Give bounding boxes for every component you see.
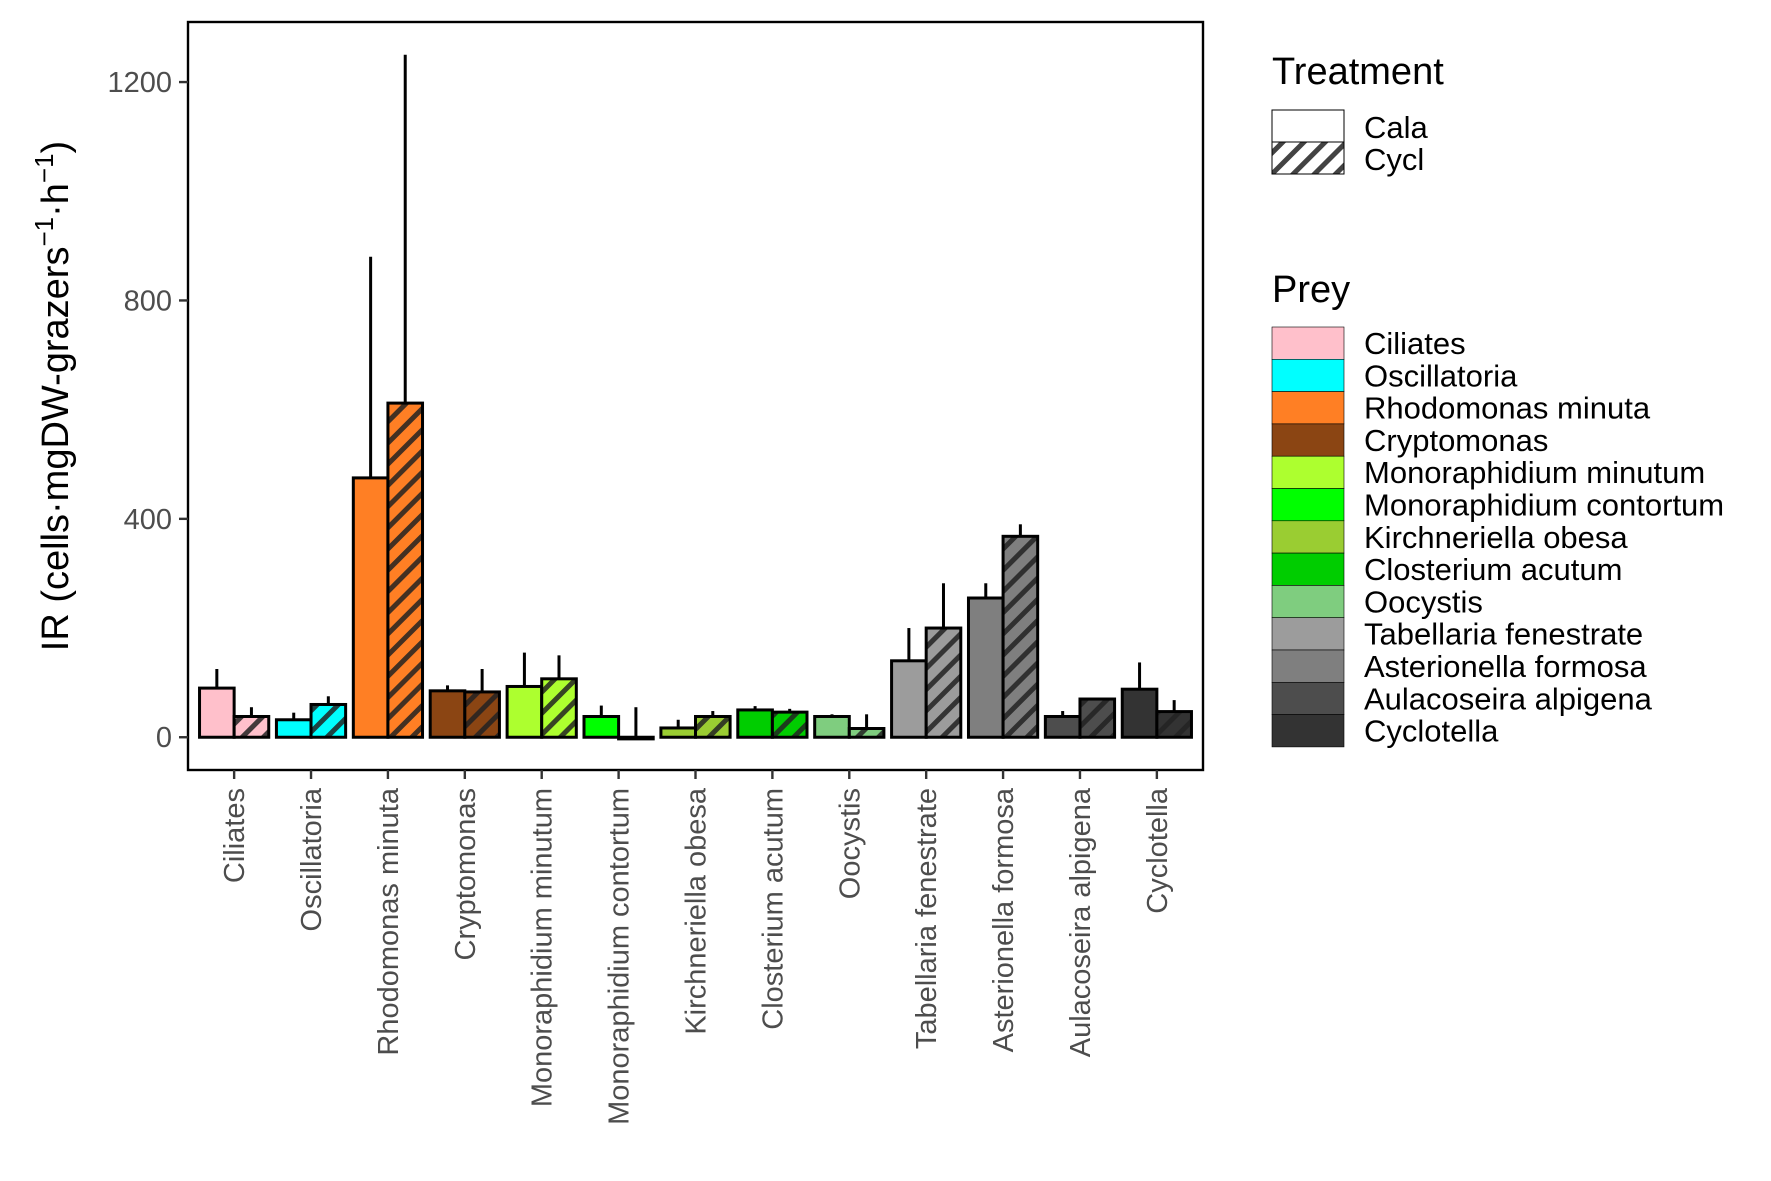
bar-outline [1078,697,1117,739]
legend-prey-key [1271,488,1345,522]
bar-cala-aulacoseira-alpigena [1045,716,1080,738]
legend-treatment-title: Treatment [1272,51,1444,93]
y-tick-label: 1200 [107,67,172,99]
y-tick-label: 400 [124,504,172,536]
legend-prey-title: Prey [1272,269,1350,311]
bar-cala-monoraphidium-minutum [507,686,542,738]
x-tick-label: Monoraphidium contortum [604,788,636,1125]
bar-cala-tabellaria-fenestrate [891,660,927,738]
bar-hatch-rhodomonas-minuta [387,403,423,738]
x-tick-label: Tabellaria fenestrate [911,788,943,1049]
x-tick-label: Closterium acutum [757,788,789,1030]
bar-hatch-closterium-acutum [772,712,807,738]
y-axis-title-main: IR (cells·mgDW-grazers [35,247,77,652]
legend-prey-key [1271,617,1345,651]
x-tick-label: Asterionella formosa [988,787,1020,1052]
legend-prey-key [1271,649,1345,683]
y-tick-label: 800 [124,285,172,317]
y-tick-label: 0 [156,722,172,754]
x-tick-label: Oocystis [834,788,866,899]
bar-cala-cryptomonas [430,690,465,738]
bar-cala-asterionella-formosa [968,598,1004,738]
y-axis-title: IR (cells·mgDW-grazers−1·h−1) [29,141,77,651]
legend-key-cala [1271,109,1345,143]
bar-cala-oscillatoria [276,719,312,738]
bar-hatch-ciliates [234,716,269,738]
bar-cala-rhodomonas-minuta [353,477,388,738]
legend-prey-label: Rhodomonas minuta [1364,391,1651,426]
legend-prey-key [1271,552,1345,586]
legend-prey-key [1271,455,1345,489]
bar-hatch-tabellaria-fenestrate [926,628,961,738]
legend-prey-label: Aulacoseira alpigena [1364,681,1653,716]
legend-label-cycl: Cycl [1364,142,1424,177]
plot-panel [186,20,1205,772]
legend-prey-key [1271,391,1345,425]
x-tick-label: Cryptomonas [450,788,482,960]
legend-prey-key [1271,520,1345,554]
y-axis-title-sup2: −1 [29,153,59,183]
legend-key-cycl [1271,141,1345,175]
legend-prey-key [1271,714,1345,748]
y-axis-title-sup1: −1 [29,217,59,247]
bar-cala-oocystis [814,716,850,738]
legend-prey-label: Kirchneriella obesa [1364,520,1628,555]
y-axis-title-mid: ·h [35,183,77,217]
x-tick-label: Kirchneriella obesa [681,787,713,1035]
x-tick-label: Aulacoseira alpigena [1065,787,1097,1057]
bar-hatch-asterionella-formosa [1003,536,1038,738]
legend-prey-label: Ciliates [1364,326,1466,361]
y-axis-title-end: ) [35,141,77,154]
x-tick-label: Rhodomonas minuta [373,787,405,1055]
x-tick-label: Cyclotella [1142,787,1174,914]
legend-prey-label: Asterionella formosa [1364,649,1647,684]
legend-prey-label: Tabellaria fenestrate [1364,617,1643,652]
legend-prey-label: Oocystis [1364,584,1483,619]
bar-hatch-oscillatoria [311,704,346,738]
legend-prey-key [1271,358,1345,392]
y-axis: 0 400 800 1200 [107,67,188,754]
x-tick-label: Monoraphidium minutum [527,788,559,1107]
legend-prey-key [1271,585,1345,619]
bar-hatch-cyclotella [1156,711,1192,738]
legend-prey-label: Cryptomonas [1364,423,1548,458]
bar-hatch-aulacoseira-alpigena [1079,699,1115,738]
error-bars [215,54,1176,739]
legend-prey-label: Cyclotella [1364,714,1499,749]
legend-label-cala: Cala [1364,110,1429,145]
bar-cala-closterium-acutum [737,709,773,738]
legend-prey-key [1271,423,1345,457]
bar-cala-ciliates [199,688,235,738]
bar-cala-kirchneriella-obesa [660,727,696,738]
x-tick-label: Oscillatoria [296,787,328,931]
bar-cala-cyclotella [1122,689,1157,738]
bar-hatch-kirchneriella-obesa [695,716,731,738]
legend-prey-label: Monoraphidium minutum [1364,455,1705,490]
bar-hatch-oocystis [849,728,884,738]
bar-hatch-monoraphidium-minutum [541,678,577,738]
bar-hatch-cryptomonas [464,691,500,738]
x-axis: Ciliates Oscillatoria Rhodomonas minuta Cry… [219,770,1174,1125]
legend-prey-label: Oscillatoria [1364,358,1518,393]
bar-cala-monoraphidium-contortum [584,716,619,738]
legend-prey-label: Closterium acutum [1364,552,1622,587]
bar-group [198,401,1193,741]
legend-prey-key [1271,326,1345,360]
x-tick-label: Ciliates [219,788,251,883]
legend-prey-label: Monoraphidium contortum [1364,488,1724,523]
legend-prey-key [1271,681,1345,715]
